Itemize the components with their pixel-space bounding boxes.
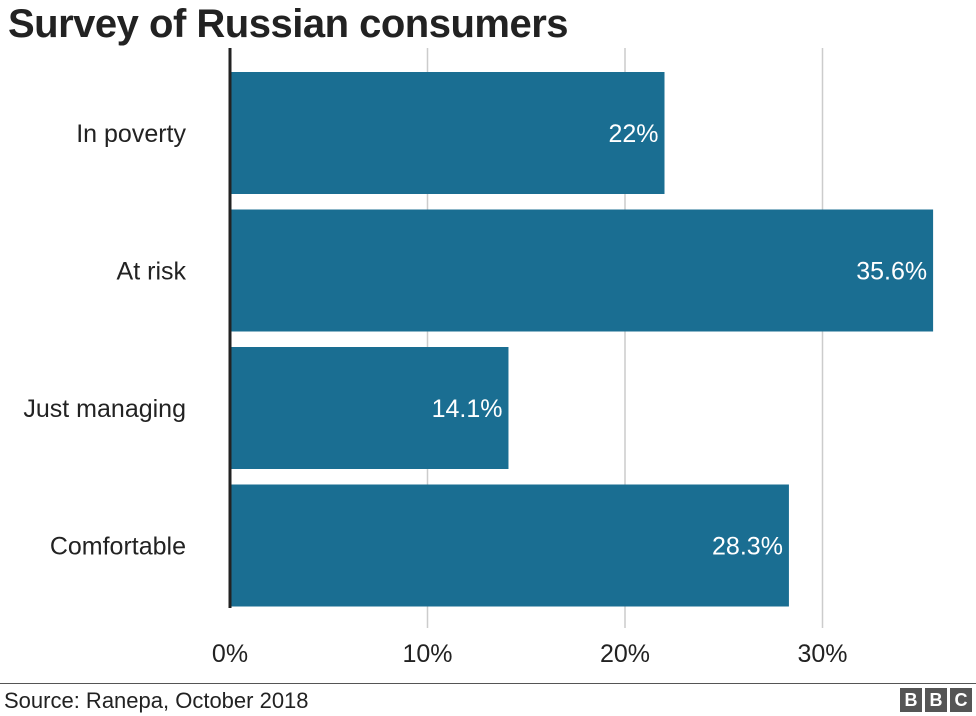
bbc-logo: B B C [900, 688, 972, 712]
data-label: 35.6% [856, 258, 927, 286]
bbc-logo-letter: B [925, 688, 947, 712]
bar [230, 347, 509, 469]
data-label: 28.3% [712, 533, 783, 561]
category-label: Comfortable [50, 533, 186, 561]
category-label: In poverty [76, 120, 186, 148]
source-note: Source: Ranepa, October 2018 [4, 688, 309, 713]
x-tick-label: 20% [600, 640, 650, 668]
x-tick-label: 30% [797, 640, 847, 668]
bar [230, 209, 934, 332]
bar-chart: 0% 10% 20% 30% In poverty 22% At risk 35.6% Just… [23, 48, 934, 668]
bbc-logo-letter: C [950, 688, 972, 712]
chart-title: Survey of Russian consumers [8, 2, 569, 46]
x-tick-label: 10% [402, 640, 452, 668]
category-label: At risk [117, 258, 187, 286]
data-label: 22% [608, 120, 658, 148]
category-label: Just managing [23, 395, 186, 423]
x-tick-label: 0% [212, 640, 248, 668]
labels: 0% 10% 20% 30% In poverty 22% At risk 35.6% Just… [23, 120, 927, 668]
footer-divider [0, 683, 976, 684]
bbc-logo-letter: B [900, 688, 922, 712]
data-label: 14.1% [432, 395, 503, 423]
bars [230, 72, 934, 607]
bar [230, 484, 789, 607]
bar [230, 72, 665, 194]
